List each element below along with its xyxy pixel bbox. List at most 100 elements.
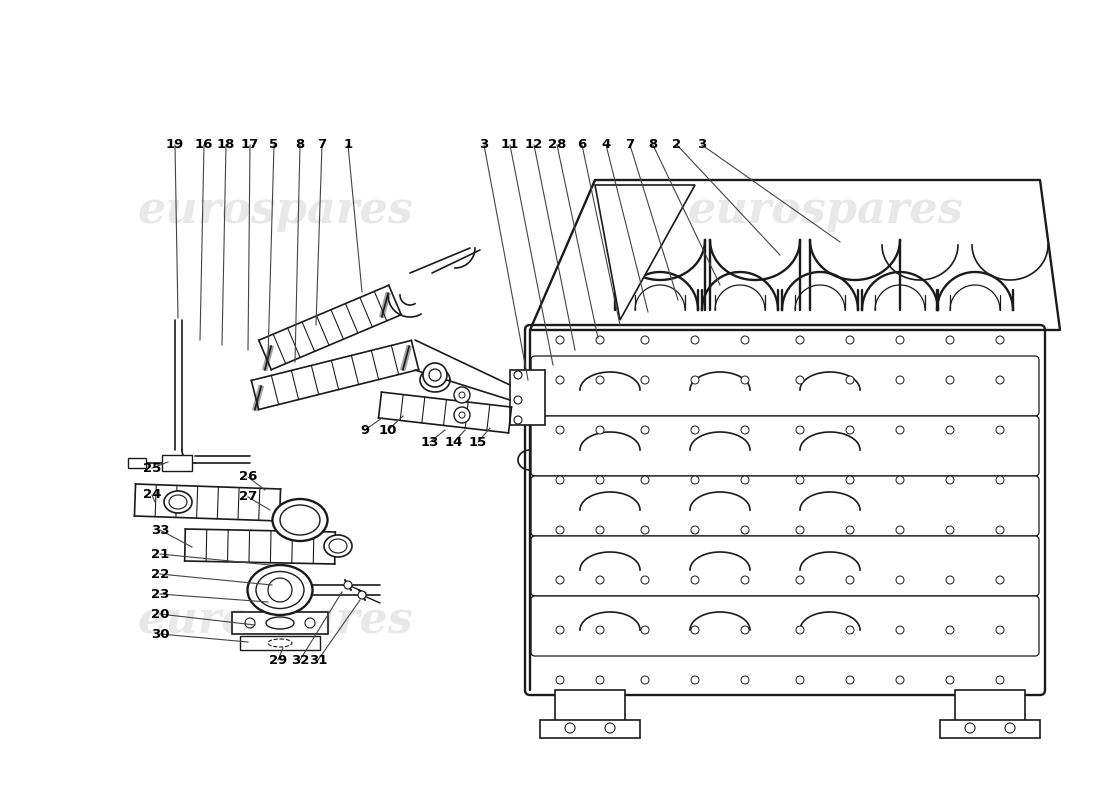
Circle shape <box>596 526 604 534</box>
Circle shape <box>846 626 854 634</box>
Circle shape <box>305 618 315 628</box>
Bar <box>556 690 625 725</box>
Circle shape <box>454 387 470 403</box>
Circle shape <box>691 526 698 534</box>
Circle shape <box>896 426 904 434</box>
Ellipse shape <box>169 495 187 509</box>
Circle shape <box>846 576 854 584</box>
Circle shape <box>641 376 649 384</box>
Circle shape <box>556 336 564 344</box>
Ellipse shape <box>324 535 352 557</box>
Circle shape <box>641 426 649 434</box>
Circle shape <box>996 626 1004 634</box>
Circle shape <box>556 476 564 484</box>
Ellipse shape <box>164 491 192 513</box>
Circle shape <box>996 376 1004 384</box>
Circle shape <box>996 336 1004 344</box>
Circle shape <box>245 618 255 628</box>
Circle shape <box>965 723 975 733</box>
Text: 4: 4 <box>602 138 610 151</box>
Circle shape <box>691 336 698 344</box>
Circle shape <box>556 376 564 384</box>
Circle shape <box>514 371 522 379</box>
Text: 20: 20 <box>151 607 169 621</box>
Circle shape <box>565 723 575 733</box>
Text: eurospares: eurospares <box>138 189 412 231</box>
Text: 17: 17 <box>241 138 260 151</box>
Text: eurospares: eurospares <box>138 598 412 642</box>
Circle shape <box>741 476 749 484</box>
Circle shape <box>641 526 649 534</box>
Text: 29: 29 <box>268 654 287 666</box>
Circle shape <box>691 626 698 634</box>
Circle shape <box>641 576 649 584</box>
Circle shape <box>846 336 854 344</box>
Circle shape <box>641 626 649 634</box>
Circle shape <box>796 676 804 684</box>
Text: eurospares: eurospares <box>688 598 962 642</box>
Text: 24: 24 <box>143 489 162 502</box>
Circle shape <box>741 576 749 584</box>
Bar <box>128 458 146 468</box>
Text: 1: 1 <box>343 138 353 151</box>
Circle shape <box>896 676 904 684</box>
Circle shape <box>996 676 1004 684</box>
Bar <box>540 720 640 738</box>
Circle shape <box>556 626 564 634</box>
Circle shape <box>741 626 749 634</box>
Circle shape <box>556 526 564 534</box>
Circle shape <box>846 376 854 384</box>
Circle shape <box>946 576 954 584</box>
Bar <box>510 370 544 425</box>
Circle shape <box>429 369 441 381</box>
Text: 9: 9 <box>361 423 370 437</box>
Text: 13: 13 <box>421 435 439 449</box>
Circle shape <box>691 476 698 484</box>
Bar <box>940 720 1040 738</box>
Text: 31: 31 <box>309 654 327 666</box>
Circle shape <box>741 376 749 384</box>
Circle shape <box>459 412 465 418</box>
Circle shape <box>996 476 1004 484</box>
Circle shape <box>896 626 904 634</box>
Bar <box>240 636 320 650</box>
Circle shape <box>268 578 292 602</box>
Circle shape <box>641 336 649 344</box>
Circle shape <box>946 426 954 434</box>
Ellipse shape <box>256 571 304 609</box>
Text: 22: 22 <box>151 567 169 581</box>
Text: 2: 2 <box>672 138 682 151</box>
Circle shape <box>796 476 804 484</box>
Circle shape <box>691 426 698 434</box>
Circle shape <box>996 426 1004 434</box>
Text: 28: 28 <box>548 138 566 151</box>
Circle shape <box>796 376 804 384</box>
Circle shape <box>641 676 649 684</box>
Circle shape <box>896 376 904 384</box>
Circle shape <box>996 526 1004 534</box>
Text: 10: 10 <box>378 423 397 437</box>
Text: 23: 23 <box>151 587 169 601</box>
Circle shape <box>946 376 954 384</box>
Text: 8: 8 <box>296 138 305 151</box>
Circle shape <box>796 576 804 584</box>
Circle shape <box>741 336 749 344</box>
Ellipse shape <box>266 617 294 629</box>
Circle shape <box>896 336 904 344</box>
Circle shape <box>691 576 698 584</box>
Ellipse shape <box>280 505 320 535</box>
Circle shape <box>605 723 615 733</box>
Circle shape <box>596 336 604 344</box>
Text: 25: 25 <box>143 462 161 474</box>
Circle shape <box>596 626 604 634</box>
Text: 32: 32 <box>290 654 309 666</box>
FancyBboxPatch shape <box>531 536 1040 596</box>
Bar <box>955 690 1025 725</box>
Polygon shape <box>595 185 695 320</box>
Circle shape <box>946 626 954 634</box>
Text: 12: 12 <box>525 138 543 151</box>
Circle shape <box>896 476 904 484</box>
FancyBboxPatch shape <box>531 596 1040 656</box>
Text: eurospares: eurospares <box>688 189 962 231</box>
Circle shape <box>691 676 698 684</box>
